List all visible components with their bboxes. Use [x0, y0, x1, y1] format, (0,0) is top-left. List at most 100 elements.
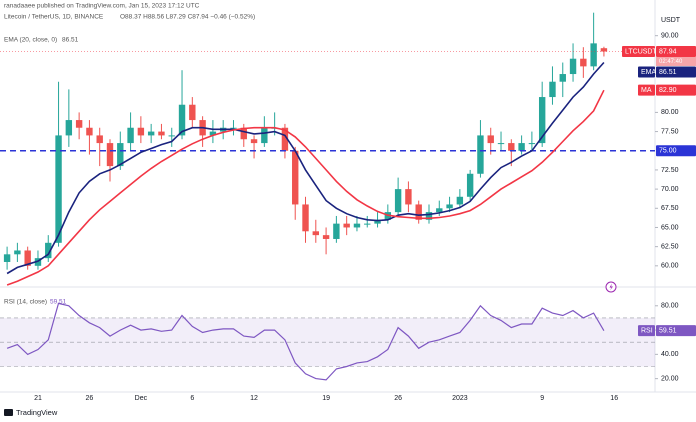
x-tick-label: 12	[250, 395, 258, 402]
y-tick-label: 40.00	[661, 351, 679, 358]
candle-body	[477, 135, 484, 174]
candle-body	[3, 254, 11, 262]
symbol: Litecoin / TetherUS, 1D, BINANCE	[4, 14, 104, 21]
candle-body	[518, 143, 525, 151]
candle-body	[590, 43, 597, 67]
series-name-label: RSI	[641, 328, 653, 335]
series-value-label-box	[656, 66, 696, 78]
series-value-label-box	[656, 84, 696, 96]
candle-body	[364, 223, 371, 225]
candle-body	[137, 127, 145, 136]
axis-unit: USDT	[661, 17, 681, 24]
publisher: ranadaaee published on TradingView.com, …	[4, 3, 200, 10]
x-tick-label: 6	[190, 395, 194, 402]
candle-body	[456, 196, 464, 205]
candle-body	[569, 58, 577, 75]
candle-body	[405, 189, 412, 205]
candle-body	[86, 127, 93, 136]
y-tick-label: 62.50	[661, 243, 679, 250]
candle-body	[559, 74, 566, 82]
candle-body	[322, 235, 330, 239]
footer: TradingView	[16, 408, 58, 417]
candle-body	[446, 204, 453, 209]
candle-body	[394, 189, 402, 213]
candle-body	[106, 143, 114, 167]
candle-body	[14, 250, 21, 255]
price-label-box	[656, 45, 696, 57]
y-tick-label: 20.00	[661, 375, 679, 382]
x-tick-label: 21	[34, 395, 42, 402]
candle-body	[487, 135, 494, 144]
candle-body	[189, 104, 196, 121]
candle-body	[333, 223, 340, 239]
candle-body	[158, 131, 165, 136]
candle-body	[312, 231, 319, 236]
series-value-label-box	[656, 325, 696, 337]
candle-body	[96, 135, 103, 144]
series-value-label: 82.90	[659, 87, 677, 94]
candle-body	[117, 143, 124, 167]
candle-body	[353, 223, 361, 228]
candle-body	[466, 173, 474, 197]
candle-body	[55, 135, 62, 243]
y-tick-label: 70.00	[661, 186, 679, 193]
x-tick-label: 19	[322, 395, 330, 402]
candle-body	[538, 97, 546, 144]
candle-body	[127, 127, 134, 144]
hline-label-box	[656, 145, 696, 157]
candle-body	[549, 81, 556, 98]
candle-body	[209, 131, 217, 136]
candle-body	[75, 120, 83, 128]
y-tick-label: 80.00	[661, 303, 679, 310]
candle-body	[374, 219, 381, 224]
rsi-band	[0, 317, 655, 367]
candle-body	[240, 127, 247, 140]
indicator-line	[6, 89, 605, 286]
series-value-label: 59.51	[659, 328, 677, 335]
x-tick-label: 26	[394, 395, 402, 402]
candle-body	[497, 143, 505, 145]
countdown-box	[656, 56, 696, 66]
hline-label: 75.00	[659, 148, 677, 155]
candle-body	[600, 48, 608, 52]
symbol-label-box	[622, 45, 655, 57]
series-name-label-box	[638, 84, 655, 96]
candle-body	[415, 204, 422, 220]
candle-body	[250, 139, 258, 144]
series-value-label: 86.51	[659, 69, 677, 76]
candle-body	[528, 143, 536, 145]
candle-body	[436, 208, 443, 213]
ema-legend: EMA (20, close, 0)	[4, 37, 57, 44]
y-tick-label: 67.50	[661, 205, 679, 212]
x-tick-label: Dec	[135, 395, 148, 402]
candle-body	[580, 58, 587, 67]
ohlc: O88.37 H88.56 L87.29 C87.94 −0.46 (−0.52…	[120, 14, 255, 21]
series-name-label-box	[638, 66, 655, 78]
countdown: 02:47:40	[659, 59, 683, 65]
y-tick-label: 72.50	[661, 167, 679, 174]
x-tick-label: 9	[540, 395, 544, 402]
candle-body	[147, 131, 155, 136]
footer-logo	[4, 409, 13, 416]
candle-body	[261, 127, 268, 144]
y-tick-label: 80.00	[661, 109, 679, 116]
indicator-line	[6, 61, 605, 275]
y-tick-label: 65.00	[661, 224, 679, 231]
x-tick-label: 2023	[452, 395, 468, 402]
y-tick-label: 77.50	[661, 128, 679, 135]
candle-body	[302, 204, 309, 232]
y-tick-label: 60.00	[661, 263, 679, 270]
candle-body	[508, 143, 515, 151]
y-tick-label: 90.00	[661, 33, 679, 40]
rsi-legend: RSI (14, close)	[4, 299, 47, 306]
ema-legend-value: 86.51	[62, 37, 79, 44]
x-tick-label: 26	[86, 395, 94, 402]
price-label: 87.94	[659, 48, 677, 55]
x-tick-label: 16	[610, 395, 618, 402]
rsi-legend-value: 59.51	[50, 299, 67, 306]
candle-body	[24, 250, 31, 266]
candle-body	[168, 135, 175, 137]
candle-body	[178, 104, 186, 136]
